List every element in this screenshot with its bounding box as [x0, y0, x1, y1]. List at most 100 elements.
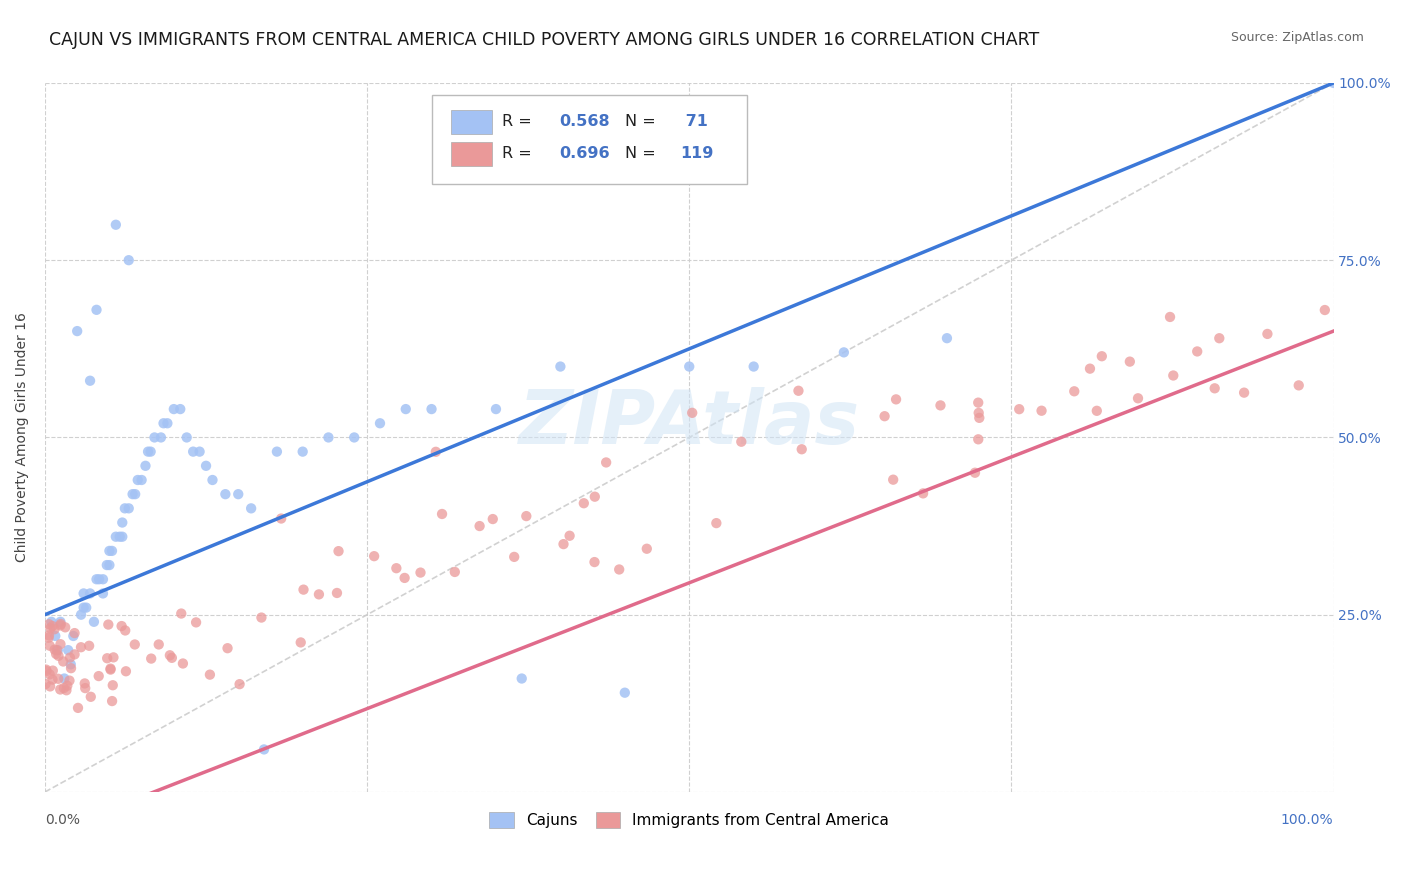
Point	[481, 512, 503, 526]
Point	[681, 406, 703, 420]
Point	[730, 434, 752, 449]
Point	[1159, 310, 1181, 324]
Point	[873, 409, 896, 424]
Point	[38, 617, 60, 632]
Point	[156, 417, 179, 431]
Point	[80, 690, 103, 704]
Point	[583, 555, 606, 569]
Point	[201, 473, 224, 487]
Point	[73, 676, 96, 690]
Point	[46, 643, 69, 657]
Point	[42, 664, 65, 678]
Point	[86, 302, 108, 317]
Point	[56, 679, 79, 693]
Point	[787, 384, 810, 398]
Point	[66, 701, 89, 715]
Point	[60, 661, 83, 675]
Point	[44, 622, 66, 636]
Point	[115, 665, 138, 679]
Point	[420, 402, 443, 417]
Point	[184, 615, 207, 630]
Point	[139, 444, 162, 458]
Point	[87, 572, 110, 586]
Point	[118, 501, 141, 516]
Point	[124, 638, 146, 652]
Point	[91, 572, 114, 586]
Point	[59, 650, 82, 665]
Point	[41, 673, 63, 687]
Point	[936, 331, 959, 345]
Point	[96, 651, 118, 665]
Point	[97, 617, 120, 632]
Text: 71: 71	[681, 114, 709, 129]
Point	[111, 516, 134, 530]
Point	[114, 624, 136, 638]
Point	[678, 359, 700, 374]
Point	[328, 544, 350, 558]
Text: ZIPAtlas: ZIPAtlas	[519, 387, 860, 459]
Point	[250, 610, 273, 624]
Point	[558, 529, 581, 543]
Text: 119: 119	[681, 146, 714, 161]
Point	[45, 647, 67, 661]
Point	[291, 444, 314, 458]
Point	[425, 445, 447, 459]
Point	[1119, 354, 1142, 368]
Point	[963, 466, 986, 480]
Point	[55, 683, 77, 698]
Point	[595, 455, 617, 469]
Point	[266, 444, 288, 458]
Point	[148, 637, 170, 651]
Point	[318, 430, 340, 444]
Point	[1126, 392, 1149, 406]
Point	[91, 586, 114, 600]
Point	[35, 664, 58, 678]
Point	[1288, 378, 1310, 392]
Point	[34, 677, 56, 691]
Point	[49, 618, 72, 632]
Point	[969, 410, 991, 425]
Point	[104, 530, 127, 544]
Legend: Cajuns, Immigrants from Central America: Cajuns, Immigrants from Central America	[484, 805, 896, 834]
Point	[1063, 384, 1085, 399]
Point	[110, 619, 132, 633]
Point	[59, 657, 82, 672]
Point	[195, 458, 218, 473]
Point	[131, 473, 153, 487]
Point	[163, 402, 186, 417]
Point	[240, 501, 263, 516]
Text: N =: N =	[624, 114, 661, 129]
Point	[343, 430, 366, 444]
Point	[160, 650, 183, 665]
Point	[363, 549, 385, 564]
Point	[1008, 402, 1031, 417]
Point	[613, 686, 636, 700]
Point	[1322, 76, 1344, 90]
Point	[510, 672, 533, 686]
Text: R =: R =	[502, 114, 537, 129]
Point	[159, 648, 181, 663]
Point	[553, 537, 575, 551]
Point	[292, 582, 315, 597]
Point	[143, 430, 166, 444]
Point	[485, 402, 508, 417]
FancyBboxPatch shape	[451, 110, 492, 134]
Point	[1078, 361, 1101, 376]
Point	[62, 629, 84, 643]
Point	[39, 680, 62, 694]
Point	[198, 667, 221, 681]
Point	[101, 544, 124, 558]
Point	[104, 218, 127, 232]
Point	[967, 433, 990, 447]
Point	[98, 558, 121, 572]
Point	[394, 571, 416, 585]
Point	[929, 398, 952, 412]
Point	[108, 530, 131, 544]
Point	[121, 487, 143, 501]
Y-axis label: Child Poverty Among Girls Under 16: Child Poverty Among Girls Under 16	[15, 312, 30, 562]
Point	[79, 374, 101, 388]
Point	[1256, 326, 1278, 341]
Point	[704, 516, 727, 530]
Point	[72, 586, 94, 600]
Point	[636, 541, 658, 556]
